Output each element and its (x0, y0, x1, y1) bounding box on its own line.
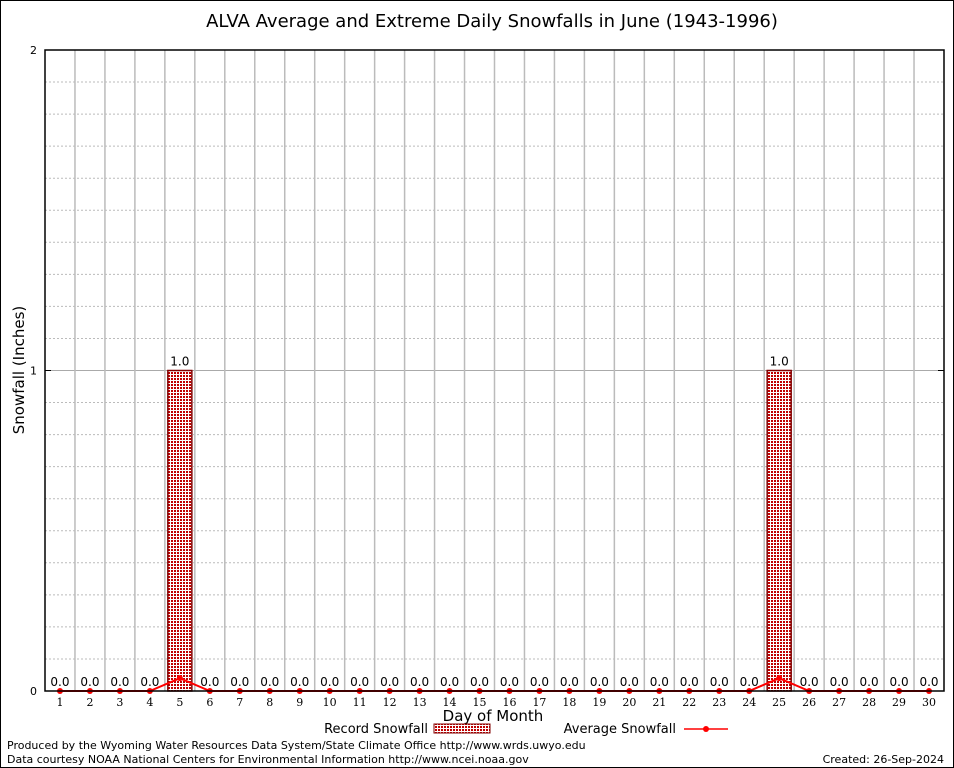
x-tick-label: 10 (323, 696, 337, 709)
footer-created: Created: 26-Sep-2024 (822, 753, 944, 766)
legend-record-swatch (433, 723, 491, 734)
x-tick-label: 14 (443, 696, 457, 709)
record-value-label: 0.0 (530, 675, 549, 689)
x-tick-label: 16 (502, 696, 516, 709)
x-tick-label: 17 (532, 696, 546, 709)
x-tick-label: 28 (862, 696, 876, 709)
record-value-label: 0.0 (290, 675, 309, 689)
record-value-label: 0.0 (590, 675, 609, 689)
record-value-label: 0.0 (140, 675, 159, 689)
x-tick-label: 19 (592, 696, 606, 709)
x-tick-label: 2 (86, 696, 93, 709)
x-tick-label: 20 (622, 696, 636, 709)
record-value-label: 0.0 (860, 675, 879, 689)
x-tick-label: 27 (832, 696, 846, 709)
y-tick-label: 0 (30, 685, 37, 698)
x-tick-label: 8 (266, 696, 273, 709)
x-tick-label: 6 (206, 696, 213, 709)
record-value-label: 0.0 (230, 675, 249, 689)
legend-average-label: Average Snowfall (564, 722, 676, 737)
x-tick-label: 25 (772, 696, 786, 709)
record-value-label: 0.0 (620, 675, 639, 689)
record-value-label: 0.0 (710, 675, 729, 689)
record-value-label: 0.0 (200, 675, 219, 689)
y-tick-label: 2 (30, 44, 37, 57)
y-axis-label: Snowfall (Inches) (10, 306, 28, 434)
x-tick-label: 13 (413, 696, 427, 709)
chart-title: ALVA Average and Extreme Daily Snowfalls… (206, 11, 778, 32)
x-tick-label: 24 (742, 696, 756, 709)
footer-produced-by: Produced by the Wyoming Water Resources … (7, 739, 586, 752)
record-value-label: 0.0 (50, 675, 69, 689)
x-tick-label: 1 (56, 696, 63, 709)
x-tick-label: 30 (922, 696, 936, 709)
record-value-label: 0.0 (440, 675, 459, 689)
record-value-label: 0.0 (800, 675, 819, 689)
record-value-label: 0.0 (500, 675, 519, 689)
x-tick-label: 23 (712, 696, 726, 709)
record-value-label: 0.0 (680, 675, 699, 689)
x-tick-label: 11 (353, 696, 367, 709)
record-value-label: 0.0 (320, 675, 339, 689)
record-value-label: 1.0 (770, 355, 789, 369)
record-value-label: 0.0 (830, 675, 849, 689)
record-value-label: 1.0 (170, 355, 189, 369)
legend-average-marker (703, 726, 709, 732)
footer-courtesy: Data courtesy NOAA National Centers for … (7, 753, 529, 766)
x-tick-label: 15 (473, 696, 487, 709)
x-axis-label: Day of Month (443, 707, 544, 725)
x-tick-label: 22 (682, 696, 696, 709)
legend-record-label: Record Snowfall (324, 722, 428, 737)
record-value-label: 0.0 (560, 675, 579, 689)
record-bar (167, 369, 193, 692)
y-tick-label: 1 (30, 365, 37, 378)
record-value-label: 0.0 (740, 675, 759, 689)
x-tick-label: 18 (562, 696, 576, 709)
x-tick-label: 7 (236, 696, 243, 709)
x-tick-label: 3 (116, 696, 123, 709)
record-value-label: 0.0 (470, 675, 489, 689)
record-bar (766, 369, 792, 692)
x-tick-label: 29 (892, 696, 906, 709)
record-value-label: 0.0 (890, 675, 909, 689)
x-tick-label: 5 (176, 696, 183, 709)
record-value-label: 0.0 (260, 675, 279, 689)
x-tick-label: 12 (383, 696, 397, 709)
record-value-label: 0.0 (650, 675, 669, 689)
record-value-label: 0.0 (350, 675, 369, 689)
x-tick-label: 9 (296, 696, 303, 709)
legend: Record Snowfall Average Snowfall (324, 722, 728, 737)
average-point (776, 675, 783, 682)
record-value-label: 0.0 (410, 675, 429, 689)
record-value-label: 0.0 (80, 675, 99, 689)
record-value-label: 0.0 (919, 675, 938, 689)
record-value-label: 0.0 (110, 675, 129, 689)
x-tick-label: 4 (146, 696, 153, 709)
x-tick-label: 21 (652, 696, 666, 709)
record-value-label: 0.0 (380, 675, 399, 689)
plot-frame (44, 49, 945, 692)
average-point (176, 675, 183, 682)
x-tick-label: 26 (802, 696, 816, 709)
